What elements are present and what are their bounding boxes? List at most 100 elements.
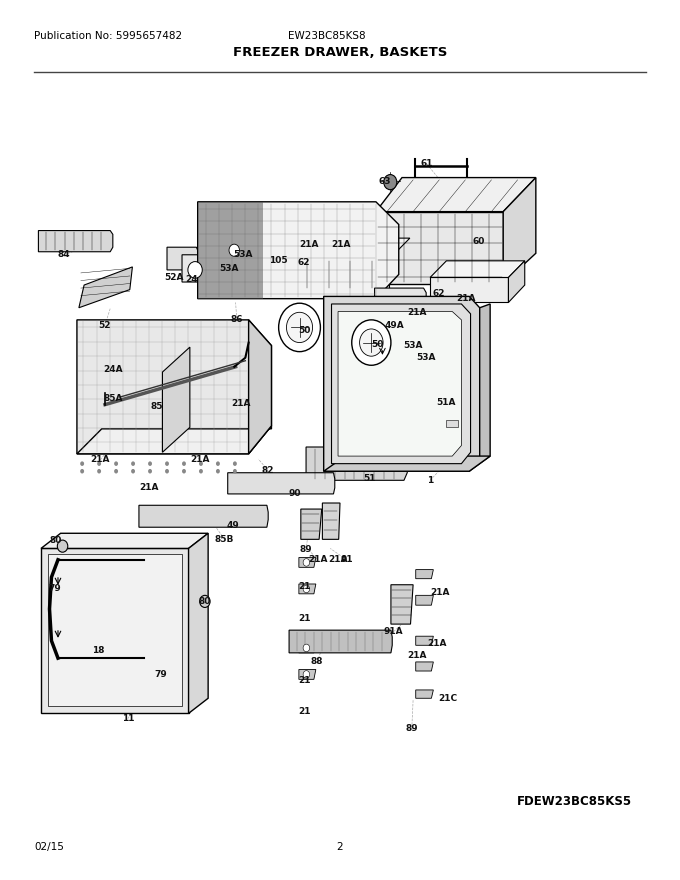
Circle shape (279, 304, 320, 352)
Text: 84: 84 (58, 250, 70, 260)
Text: 61: 61 (420, 159, 433, 168)
Text: 51: 51 (363, 474, 375, 483)
Text: 79: 79 (154, 671, 167, 679)
Text: 21: 21 (298, 707, 310, 715)
Polygon shape (198, 202, 263, 298)
Circle shape (80, 461, 84, 466)
Text: 80: 80 (199, 597, 211, 606)
Text: 21A: 21A (456, 294, 476, 304)
Circle shape (165, 461, 169, 466)
Circle shape (216, 461, 220, 466)
Polygon shape (198, 202, 398, 298)
Text: 21A: 21A (430, 588, 449, 597)
Polygon shape (206, 242, 255, 267)
Text: 21A: 21A (332, 239, 351, 249)
Polygon shape (420, 388, 466, 400)
Circle shape (97, 469, 101, 473)
Polygon shape (249, 319, 271, 454)
Text: 82: 82 (262, 466, 275, 475)
Polygon shape (299, 670, 316, 679)
Text: 21A: 21A (139, 483, 159, 493)
Circle shape (233, 461, 237, 466)
Polygon shape (218, 237, 253, 257)
Polygon shape (412, 350, 473, 392)
Polygon shape (299, 558, 316, 568)
Polygon shape (415, 636, 433, 645)
Circle shape (80, 469, 84, 473)
Text: 21A: 21A (231, 399, 250, 407)
Text: 21A: 21A (299, 239, 318, 249)
Text: 1: 1 (427, 476, 433, 485)
Polygon shape (41, 533, 208, 548)
Polygon shape (469, 304, 490, 471)
Polygon shape (376, 211, 503, 283)
Circle shape (114, 461, 118, 466)
Polygon shape (446, 420, 458, 428)
Text: 24A: 24A (103, 364, 123, 373)
Circle shape (384, 174, 397, 190)
Text: 51A: 51A (437, 398, 456, 407)
Text: 91: 91 (340, 555, 353, 564)
Circle shape (199, 461, 203, 466)
Polygon shape (324, 456, 490, 471)
Circle shape (97, 461, 101, 466)
Circle shape (199, 469, 203, 473)
Text: 50: 50 (298, 326, 310, 335)
Polygon shape (41, 548, 188, 714)
Circle shape (188, 261, 202, 278)
Text: 53A: 53A (234, 250, 253, 260)
Text: EW23BC85KS8: EW23BC85KS8 (288, 31, 365, 40)
Text: 63: 63 (378, 177, 390, 186)
Text: 89: 89 (405, 724, 418, 733)
Circle shape (352, 319, 391, 365)
Text: FREEZER DRAWER, BASKETS: FREEZER DRAWER, BASKETS (233, 46, 447, 59)
Circle shape (165, 469, 169, 473)
Polygon shape (79, 267, 133, 308)
Polygon shape (324, 297, 479, 471)
Polygon shape (48, 554, 182, 706)
Circle shape (131, 461, 135, 466)
Circle shape (303, 644, 309, 652)
Text: 79: 79 (48, 584, 61, 593)
Polygon shape (163, 347, 190, 452)
Circle shape (360, 329, 383, 356)
Text: 91A: 91A (384, 627, 403, 636)
Text: 21: 21 (298, 582, 310, 590)
Polygon shape (294, 260, 389, 290)
Text: 85: 85 (151, 401, 163, 411)
Polygon shape (376, 178, 536, 211)
Circle shape (303, 585, 309, 593)
Text: 85A: 85A (104, 394, 123, 403)
Circle shape (148, 461, 152, 466)
Polygon shape (289, 630, 392, 653)
Text: 21C: 21C (438, 693, 457, 703)
Polygon shape (182, 255, 229, 282)
Polygon shape (509, 260, 525, 303)
Text: 62: 62 (433, 289, 445, 297)
Polygon shape (415, 690, 433, 698)
Text: Publication No: 5995657482: Publication No: 5995657482 (34, 31, 182, 40)
Circle shape (114, 469, 118, 473)
Polygon shape (167, 247, 199, 270)
Polygon shape (503, 178, 536, 283)
Circle shape (286, 312, 313, 342)
Polygon shape (77, 319, 271, 454)
Circle shape (303, 671, 309, 678)
Text: 89: 89 (300, 546, 312, 554)
Polygon shape (188, 533, 208, 714)
Circle shape (233, 469, 237, 473)
Circle shape (182, 461, 186, 466)
Text: 88: 88 (311, 657, 324, 666)
Text: 60: 60 (472, 238, 485, 246)
Polygon shape (430, 260, 525, 277)
Polygon shape (228, 473, 335, 494)
Polygon shape (139, 505, 268, 527)
Polygon shape (332, 304, 471, 464)
Polygon shape (415, 662, 433, 671)
Circle shape (57, 540, 68, 553)
Text: 80: 80 (50, 536, 62, 546)
Polygon shape (430, 277, 509, 303)
Polygon shape (299, 643, 316, 653)
Text: 21: 21 (298, 677, 310, 686)
Text: 11: 11 (122, 715, 134, 723)
